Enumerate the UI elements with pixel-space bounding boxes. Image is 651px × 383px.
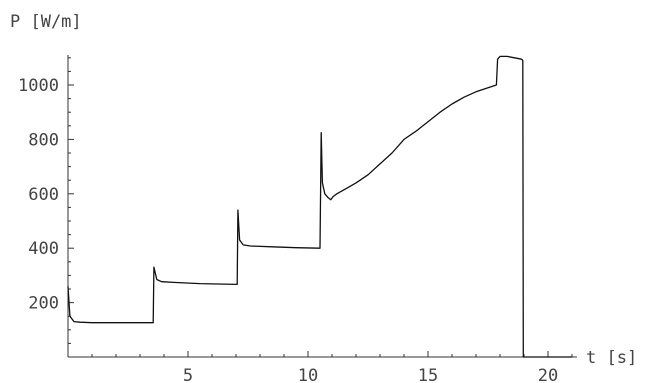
x-tick-label: 15	[418, 366, 438, 383]
y-tick-label: 400	[28, 239, 59, 259]
y-tick-label: 800	[28, 130, 59, 150]
y-tick-label: 1000	[18, 76, 59, 96]
y-ticks: 200 400 600 800 1000	[18, 57, 74, 344]
x-ticks: 5 10 15 20	[91, 351, 573, 383]
y-tick-label: 600	[28, 185, 59, 205]
x-axis-label: t [s]	[586, 348, 637, 368]
series-line	[67, 55, 572, 358]
y-axis-label: P [W/m]	[10, 12, 82, 32]
series-group	[67, 55, 572, 358]
y-tick-label: 200	[28, 294, 59, 314]
x-tick-label: 5	[183, 366, 193, 383]
x-tick-label: 20	[538, 366, 558, 383]
x-axis: 5 10 15 20 t [s]	[68, 348, 637, 383]
y-axis: 200 400 600 800 1000 P [W/m]	[10, 12, 82, 357]
x-tick-label: 10	[298, 366, 318, 383]
